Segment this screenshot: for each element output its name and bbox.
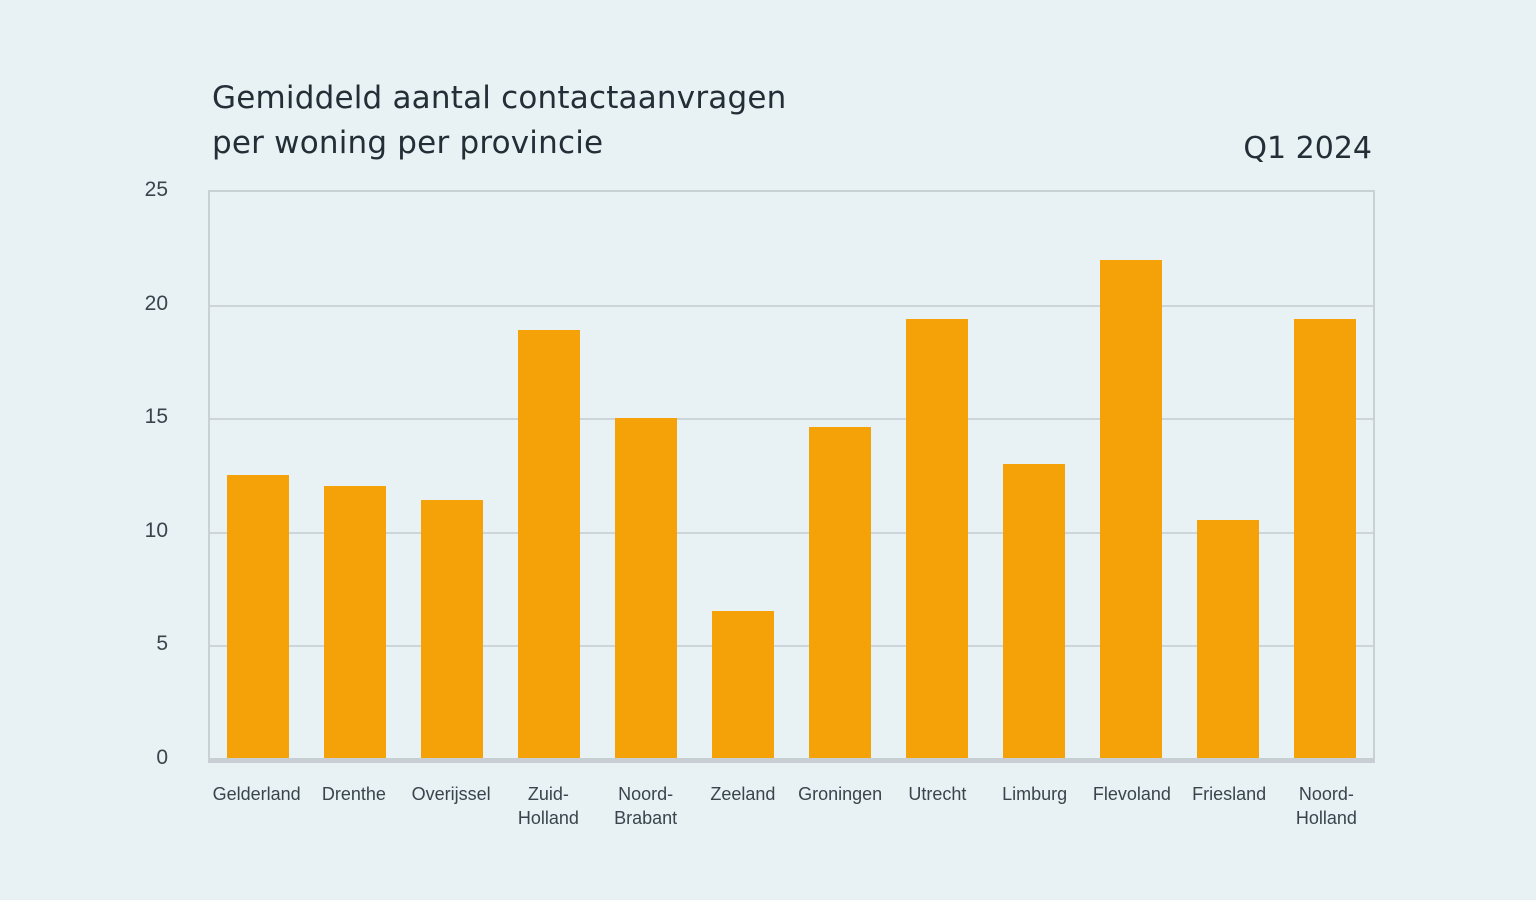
bar-noord-brabant: [615, 418, 678, 758]
bar-slot-noord-holland: [1276, 192, 1373, 758]
gridline-y-20: [210, 305, 1373, 308]
bar-groningen: [808, 427, 871, 758]
x-tick-label-gelderland: Gelderland: [212, 784, 301, 804]
bar-slot-limburg: [985, 192, 1082, 758]
y-tick-label-20: 20: [144, 291, 168, 315]
x-tick-label-noord-brabant: Noord- Brabant: [614, 784, 678, 828]
gridline-y-5: [210, 644, 1373, 647]
bar-slot-overijssel: [404, 192, 501, 758]
plot-area: [208, 190, 1375, 763]
y-tick-label-5: 5: [156, 632, 168, 656]
x-tick-label-limburg: Limburg: [1002, 784, 1068, 804]
bar-limburg: [1002, 463, 1065, 758]
y-tick-label-25: 25: [144, 178, 168, 201]
bar-drenthe: [324, 486, 387, 758]
bar-slot-gelderland: [210, 192, 307, 758]
bar-utrecht: [905, 318, 968, 758]
x-tick-label-groningen: Groningen: [798, 784, 883, 804]
x-axis: Gelderland Drenthe Overijssel Zuid- Holland…: [208, 782, 1375, 830]
x-tick-label-overijssel: Overijssel: [411, 784, 491, 804]
x-tick-label-zeeland: Zeeland: [710, 784, 776, 804]
x-tick-label-zuid-holland: Zuid- Holland: [517, 784, 579, 828]
y-tick-label-15: 15: [144, 405, 168, 429]
y-axis: 0 5 10 15 20 25: [0, 178, 190, 769]
gridline-y-10: [210, 531, 1373, 534]
bar-slot-zuid-holland: [501, 192, 598, 758]
bar-slot-groningen: [792, 192, 889, 758]
bar-slot-noord-brabant: [598, 192, 695, 758]
x-tick-label-noord-holland: Noord- Holland: [1295, 784, 1357, 828]
bar-slot-flevoland: [1082, 192, 1179, 758]
bar-slot-utrecht: [888, 192, 985, 758]
bar-gelderland: [227, 475, 290, 758]
bar-friesland: [1196, 520, 1259, 758]
x-tick-label-flevoland: Flevoland: [1092, 784, 1171, 804]
bars-row: [210, 192, 1373, 758]
bar-slot-zeeland: [695, 192, 792, 758]
x-tick-label-friesland: Friesland: [1192, 784, 1267, 804]
bar-zeeland: [712, 610, 775, 758]
bar-zuid-holland: [518, 330, 581, 758]
x-tick-label-drenthe: Drenthe: [321, 784, 386, 804]
chart-title: Gemiddeld aantal contactaanvragen per wo…: [212, 80, 787, 161]
x-tick-label-utrecht: Utrecht: [908, 784, 967, 804]
y-tick-label-10: 10: [144, 518, 168, 542]
bar-flevoland: [1099, 259, 1162, 758]
gridline-y-15: [210, 418, 1373, 421]
y-tick-label-0: 0: [156, 746, 168, 769]
bar-overijssel: [421, 499, 484, 758]
bar-slot-friesland: [1179, 192, 1276, 758]
chart-period-label: Q1 2024: [1243, 131, 1372, 166]
bar-slot-drenthe: [307, 192, 404, 758]
bar-noord-holland: [1293, 318, 1356, 758]
